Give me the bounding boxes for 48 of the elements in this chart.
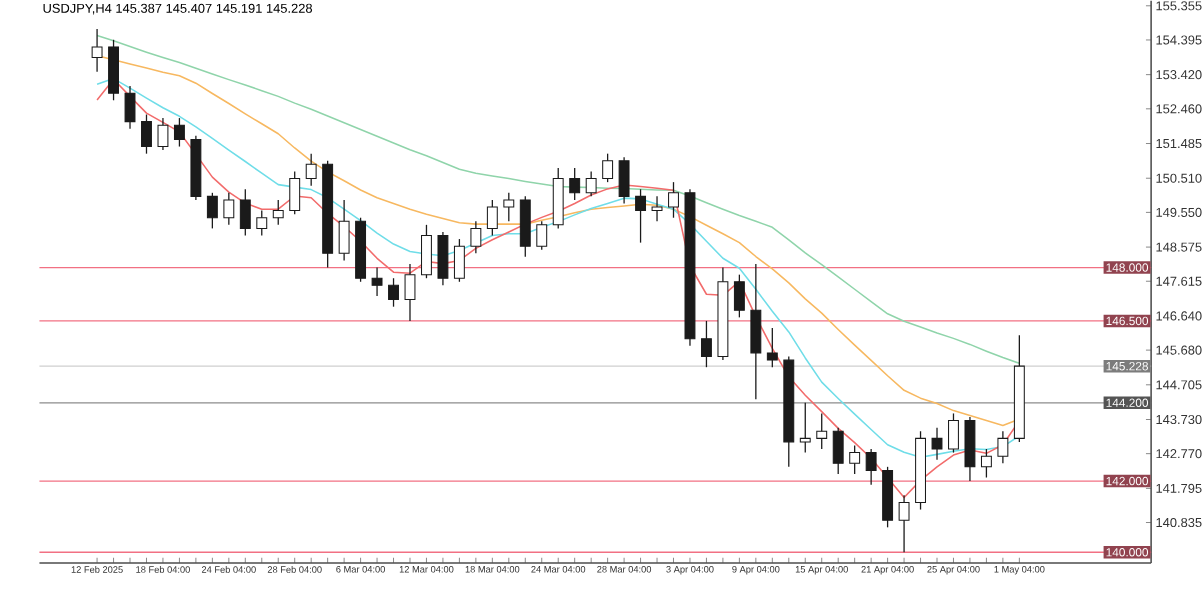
candlestick — [388, 277, 399, 308]
candlestick — [536, 220, 548, 251]
candlestick — [206, 192, 218, 230]
candlestick — [157, 117, 169, 151]
candlestick — [832, 427, 844, 475]
candlestick — [289, 170, 301, 215]
candlestick — [865, 448, 877, 486]
candlestick — [799, 402, 811, 454]
candlestick — [980, 448, 992, 479]
candlestick — [91, 28, 103, 73]
candlestick — [635, 188, 647, 244]
candlestick — [585, 170, 597, 198]
candlestick — [766, 327, 778, 368]
candlestick — [931, 427, 943, 461]
candlestick — [618, 156, 630, 205]
candlestick — [700, 320, 712, 368]
candlestick — [108, 39, 120, 101]
candlestick — [223, 192, 235, 226]
candlestick — [733, 274, 745, 319]
candlestick — [898, 494, 910, 553]
candlestick — [849, 444, 861, 475]
candlestick — [997, 430, 1009, 464]
candlestick — [486, 199, 498, 237]
candlestick — [272, 199, 284, 226]
candlestick — [668, 181, 679, 219]
candlestick — [404, 263, 416, 322]
candlestick — [371, 266, 383, 297]
candlestick — [569, 167, 581, 201]
candlestick — [552, 167, 564, 230]
candlestick — [503, 192, 515, 222]
candlestick — [124, 85, 136, 130]
candlestick — [470, 220, 482, 255]
candlestick — [651, 195, 663, 222]
candlestick — [519, 195, 531, 258]
candlestick — [305, 153, 317, 187]
candlestick — [338, 199, 350, 262]
candlestick — [602, 153, 614, 183]
candlestick — [964, 416, 976, 482]
candlestick — [948, 412, 959, 454]
candlestick — [816, 412, 828, 450]
candlestick — [453, 238, 465, 283]
candlestick — [141, 113, 152, 155]
candlestick — [256, 210, 268, 237]
candlestick — [750, 263, 762, 400]
candlestick — [437, 231, 449, 287]
candlestick — [421, 224, 432, 279]
candlestick — [239, 188, 251, 237]
candlestick — [173, 117, 185, 148]
